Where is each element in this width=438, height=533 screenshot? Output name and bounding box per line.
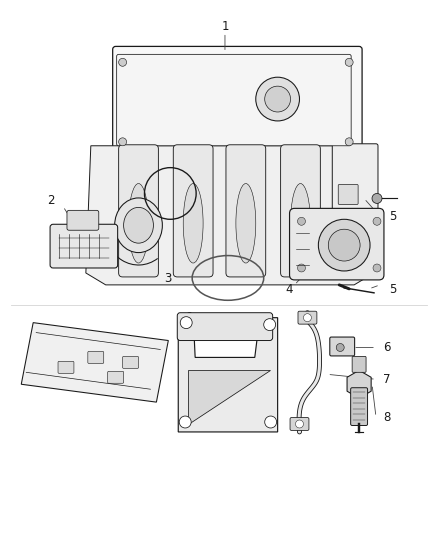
Ellipse shape bbox=[124, 207, 153, 243]
Circle shape bbox=[119, 138, 127, 146]
Text: 5: 5 bbox=[389, 284, 396, 296]
FancyBboxPatch shape bbox=[226, 145, 266, 277]
FancyBboxPatch shape bbox=[67, 211, 99, 230]
FancyBboxPatch shape bbox=[351, 387, 367, 425]
Text: 3: 3 bbox=[165, 272, 172, 285]
FancyBboxPatch shape bbox=[281, 145, 320, 277]
Text: 7: 7 bbox=[383, 373, 391, 386]
FancyBboxPatch shape bbox=[117, 54, 351, 146]
Ellipse shape bbox=[115, 198, 162, 253]
FancyBboxPatch shape bbox=[58, 361, 74, 373]
Text: 1: 1 bbox=[221, 20, 229, 33]
FancyBboxPatch shape bbox=[290, 208, 384, 280]
FancyBboxPatch shape bbox=[119, 145, 159, 277]
FancyBboxPatch shape bbox=[298, 311, 317, 324]
Circle shape bbox=[265, 86, 290, 112]
Text: 2: 2 bbox=[47, 194, 55, 207]
FancyBboxPatch shape bbox=[177, 313, 273, 341]
Circle shape bbox=[180, 317, 192, 329]
Circle shape bbox=[296, 420, 304, 428]
Circle shape bbox=[264, 319, 276, 330]
FancyBboxPatch shape bbox=[352, 357, 366, 373]
Circle shape bbox=[265, 416, 277, 428]
Circle shape bbox=[318, 219, 370, 271]
FancyBboxPatch shape bbox=[290, 417, 309, 431]
Circle shape bbox=[256, 77, 300, 121]
FancyBboxPatch shape bbox=[88, 351, 104, 364]
Circle shape bbox=[373, 264, 381, 272]
FancyBboxPatch shape bbox=[338, 184, 358, 204]
Ellipse shape bbox=[290, 183, 311, 263]
Circle shape bbox=[345, 138, 353, 146]
Polygon shape bbox=[347, 370, 371, 398]
FancyBboxPatch shape bbox=[330, 337, 355, 356]
Text: 10: 10 bbox=[35, 358, 50, 371]
Text: 5: 5 bbox=[389, 210, 396, 223]
Text: 9: 9 bbox=[185, 311, 193, 324]
Ellipse shape bbox=[129, 183, 148, 263]
FancyBboxPatch shape bbox=[50, 224, 118, 268]
Polygon shape bbox=[178, 314, 278, 432]
Ellipse shape bbox=[236, 183, 256, 263]
Text: 8: 8 bbox=[383, 410, 391, 424]
FancyBboxPatch shape bbox=[123, 357, 138, 368]
Circle shape bbox=[304, 314, 311, 321]
Polygon shape bbox=[86, 146, 374, 285]
Circle shape bbox=[328, 229, 360, 261]
Text: 6: 6 bbox=[383, 341, 391, 354]
Circle shape bbox=[297, 264, 305, 272]
FancyBboxPatch shape bbox=[173, 145, 213, 277]
Polygon shape bbox=[188, 370, 270, 424]
Circle shape bbox=[345, 58, 353, 66]
Circle shape bbox=[372, 193, 382, 204]
FancyBboxPatch shape bbox=[113, 46, 362, 152]
Ellipse shape bbox=[183, 183, 203, 263]
Circle shape bbox=[373, 217, 381, 225]
FancyBboxPatch shape bbox=[332, 144, 378, 277]
Circle shape bbox=[119, 58, 127, 66]
FancyBboxPatch shape bbox=[108, 372, 124, 383]
Text: 4: 4 bbox=[286, 284, 293, 296]
Circle shape bbox=[336, 343, 344, 351]
Circle shape bbox=[179, 416, 191, 428]
Circle shape bbox=[297, 217, 305, 225]
Polygon shape bbox=[21, 322, 168, 402]
